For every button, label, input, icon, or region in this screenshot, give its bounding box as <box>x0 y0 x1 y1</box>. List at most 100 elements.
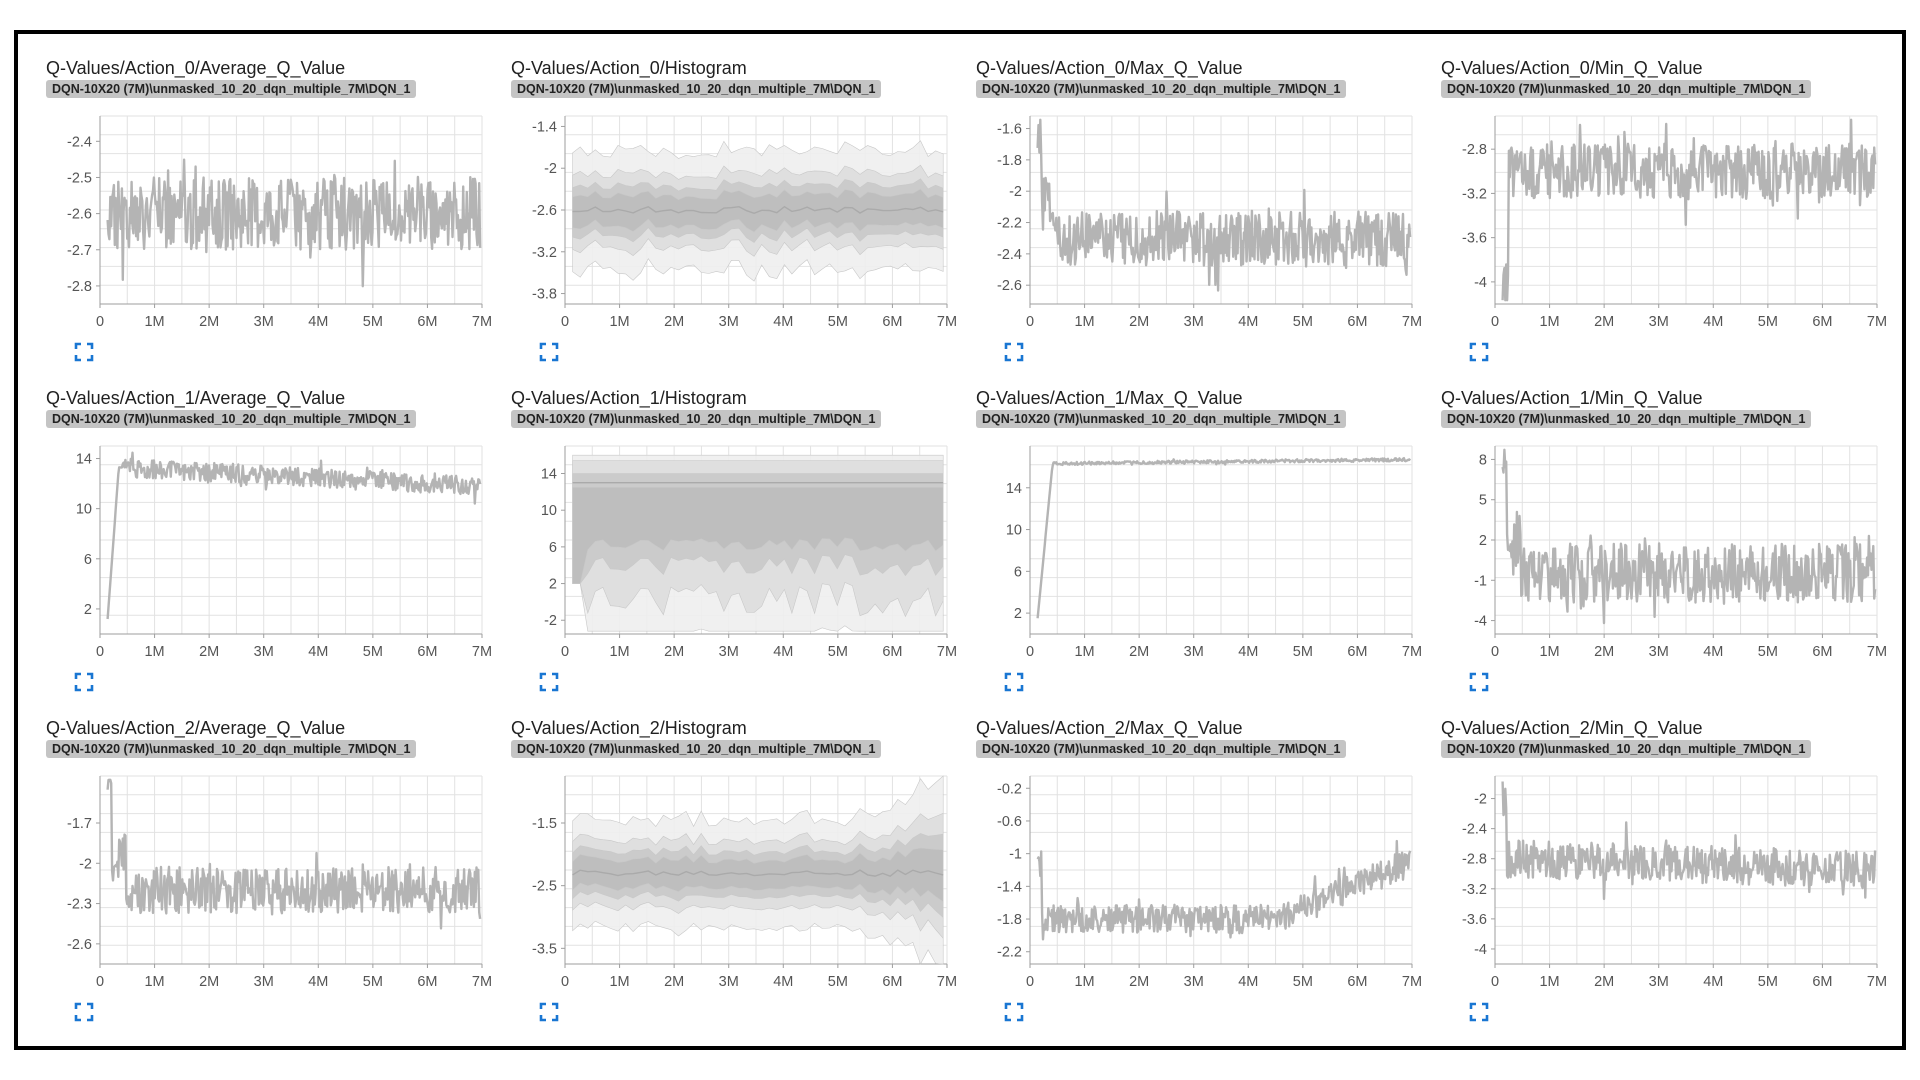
x-tick-label: 6M <box>882 644 902 660</box>
y-tick-label: 10 <box>76 502 92 518</box>
expand-icon-corners <box>539 342 559 362</box>
x-tick-label: 7M <box>472 644 492 660</box>
expand-chart-button[interactable] <box>1004 1002 1024 1022</box>
x-tick-label: 0 <box>561 314 569 330</box>
expand-chart-button[interactable] <box>1469 342 1489 362</box>
expand-icon <box>539 1002 559 1022</box>
y-tick-label: 2 <box>549 577 557 593</box>
expand-icon-corners <box>1469 342 1489 362</box>
y-tick-label: 6 <box>549 540 557 556</box>
x-tick-label: 3M <box>1649 974 1669 990</box>
chart-card: Q-Values/Action_2/Average_Q_Value DQN-10X… <box>38 714 503 1044</box>
run-label-badge: DQN-10X20 (7M)\unmasked_10_20_dqn_multip… <box>1441 410 1812 428</box>
chart-card: Q-Values/Action_2/Min_Q_Value DQN-10X20 (… <box>1433 714 1898 1044</box>
x-tick-label: 7M <box>1402 644 1422 660</box>
y-tick-label: -2 <box>1009 184 1022 200</box>
x-tick-label: 2M <box>1594 314 1614 330</box>
x-tick-label: 4M <box>1703 644 1723 660</box>
y-tick-label: -3.6 <box>1462 231 1487 247</box>
y-tick-label: 6 <box>1014 564 1022 580</box>
x-tick-label: 1M <box>1539 314 1559 330</box>
chart-plot: -1.5 -2.5 -3.5 0 1M 2M 3M 4M 5M 6M 7M <box>507 764 957 994</box>
x-tick-label: 4M <box>773 974 793 990</box>
expand-icon-corners <box>539 672 559 692</box>
chart-title: Q-Values/Action_1/Min_Q_Value <box>1441 388 1703 408</box>
expand-chart-button[interactable] <box>74 672 94 692</box>
chart-card: Q-Values/Action_1/Max_Q_Value DQN-10X20 (… <box>968 384 1433 714</box>
x-tick-label: 2M <box>1594 974 1614 990</box>
expand-chart-button[interactable] <box>539 672 559 692</box>
x-tick-label: 7M <box>472 974 492 990</box>
expand-chart-button[interactable] <box>74 1002 94 1022</box>
x-tick-label: 5M <box>828 314 848 330</box>
expand-icon <box>74 672 94 692</box>
x-tick-label: 7M <box>937 644 957 660</box>
x-tick-label: 6M <box>1347 644 1367 660</box>
expand-chart-button[interactable] <box>1004 342 1024 362</box>
chart-svg: -2 -2.4 -2.8 -3.2 -3.6 -40 1M 2M 3M 4M 5M 6M 7M <box>1462 775 1887 990</box>
chart-card: Q-Values/Action_0/Max_Q_Value DQN-10X20 (… <box>968 54 1433 384</box>
expand-chart-button[interactable] <box>1469 672 1489 692</box>
expand-chart-button[interactable] <box>74 342 94 362</box>
x-tick-label: 4M <box>773 314 793 330</box>
y-tick-label: 14 <box>76 452 92 468</box>
y-tick-label: -3.2 <box>532 245 557 261</box>
x-tick-label: 6M <box>882 974 902 990</box>
x-tick-label: 2M <box>664 314 684 330</box>
x-tick-label: 5M <box>828 974 848 990</box>
series-line <box>1501 118 1877 302</box>
expand-chart-button[interactable] <box>1469 1002 1489 1022</box>
chart-plot: -1.7 -2 -2.3 -2.6 0 1M 2M 3M 4M 5M 6M 7M <box>42 764 492 994</box>
chart-card: Q-Values/Action_1/Histogram DQN-10X20 (7M… <box>503 384 968 714</box>
x-tick-label: 3M <box>1184 644 1204 660</box>
x-tick-label: 3M <box>1649 314 1669 330</box>
x-tick-label: 7M <box>1402 314 1422 330</box>
expand-chart-button[interactable] <box>539 1002 559 1022</box>
expand-chart-button[interactable] <box>1004 672 1024 692</box>
run-label-badge: DQN-10X20 (7M)\unmasked_10_20_dqn_multip… <box>1441 740 1812 758</box>
x-tick-label: 4M <box>1238 974 1258 990</box>
chart-svg: -1.7 -2 -2.3 -2.6 0 1M 2M 3M 4M 5M 6M 7M <box>67 775 492 990</box>
y-tick-label: -4 <box>1474 942 1487 958</box>
x-tick-label: 6M <box>1347 314 1367 330</box>
y-tick-label: -2.5 <box>532 879 557 895</box>
expand-chart-button[interactable] <box>539 342 559 362</box>
y-tick-label: -2 <box>1474 792 1487 808</box>
expand-icon-corners <box>1469 672 1489 692</box>
y-tick-label: -2.6 <box>997 278 1022 294</box>
histogram-band <box>572 487 944 584</box>
chart-title: Q-Values/Action_0/Histogram <box>511 58 747 78</box>
y-tick-label: -1.8 <box>997 153 1022 169</box>
y-tick-label: -3.2 <box>1462 882 1487 898</box>
x-tick-label: 3M <box>719 644 739 660</box>
chart-plot: -1.6 -1.8 -2 -2.2 -2.4 -2.6 0 1M 2M 3M 4M 5M 6M 7M <box>972 104 1422 334</box>
x-tick-label: 4M <box>308 314 328 330</box>
y-tick-label: -0.6 <box>997 814 1022 830</box>
expand-icon <box>74 342 94 362</box>
chart-plot: -2.4 -2.5 -2.6 -2.7 -2.8 0 1M 2M 3M 4M 5M 6M 7M <box>42 104 492 334</box>
y-tick-label: -1.8 <box>997 912 1022 928</box>
chart-title: Q-Values/Action_2/Average_Q_Value <box>46 718 346 738</box>
x-tick-label: 1M <box>1074 974 1094 990</box>
chart-svg: -2.4 -2.5 -2.6 -2.7 -2.8 0 1M 2M 3M 4M 5M 6M 7M <box>67 115 492 330</box>
y-tick-label: -1 <box>1009 847 1022 863</box>
grid-lines <box>1029 115 1413 305</box>
x-tick-label: 6M <box>1347 974 1367 990</box>
x-tick-label: 4M <box>1703 314 1723 330</box>
y-tick-label: -2.5 <box>67 170 92 186</box>
x-tick-label: 1M <box>1074 314 1094 330</box>
grid-lines <box>1494 445 1878 635</box>
y-tick-label: 2 <box>1014 606 1022 622</box>
x-tick-label: 1M <box>1074 644 1094 660</box>
y-tick-label: -4 <box>1474 275 1487 291</box>
x-tick-label: 7M <box>1867 314 1887 330</box>
y-tick-label: -1.6 <box>997 122 1022 138</box>
y-tick-label: -2.4 <box>67 134 92 150</box>
x-tick-label: 0 <box>96 974 104 990</box>
y-tick-label: -3.6 <box>1462 912 1487 928</box>
run-label-badge: DQN-10X20 (7M)\unmasked_10_20_dqn_multip… <box>511 410 882 428</box>
chart-title: Q-Values/Action_0/Min_Q_Value <box>1441 58 1703 78</box>
x-tick-label: 5M <box>1293 974 1313 990</box>
y-tick-label: -2.2 <box>997 945 1022 961</box>
expand-icon-corners <box>1004 342 1024 362</box>
